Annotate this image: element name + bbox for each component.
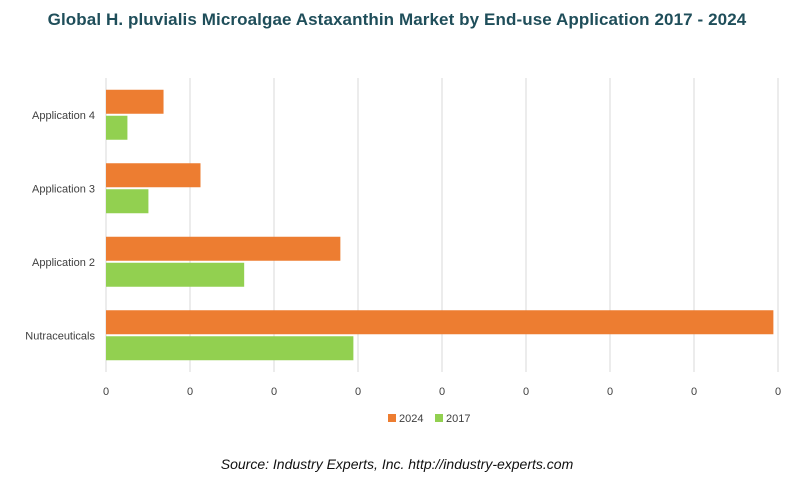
bar-2017-nutraceuticals	[106, 336, 354, 361]
bar-chart: Application 4 Application 3 Application 2 N…	[25, 78, 781, 425]
x-tick-label: 0	[607, 386, 613, 398]
x-tick-label: 0	[103, 386, 109, 398]
category-label: Application 4	[32, 110, 95, 122]
bar-2024-application-2	[106, 236, 341, 261]
x-tick-label: 0	[775, 386, 781, 398]
bar-2017-application-2	[106, 262, 245, 287]
source-note: Source: Industry Experts, Inc. http://in…	[220, 456, 574, 472]
bar-2024-application-3	[106, 163, 201, 188]
chart-title: Global H. pluvialis Microalgae Astaxanth…	[47, 10, 747, 29]
bars	[106, 89, 774, 361]
category-label: Application 3	[32, 183, 95, 195]
x-tick-label: 0	[355, 386, 361, 398]
category-labels: Application 4 Application 3 Application 2 N…	[25, 110, 95, 343]
legend-label-2024: 2024	[399, 413, 423, 425]
bar-2017-application-3	[106, 189, 149, 214]
legend: 2024 2017	[388, 413, 470, 425]
x-tick-label: 0	[523, 386, 529, 398]
category-label: Nutraceuticals	[25, 330, 95, 342]
legend-swatch-2024	[388, 414, 396, 422]
bar-2024-nutraceuticals	[106, 310, 774, 335]
category-label: Application 2	[32, 257, 95, 269]
x-tick-label: 0	[439, 386, 445, 398]
legend-label-2017: 2017	[446, 413, 470, 425]
x-tick-label: 0	[187, 386, 193, 398]
x-tick-label: 0	[691, 386, 697, 398]
bar-2017-application-4	[106, 115, 128, 140]
x-tick-label: 0	[271, 386, 277, 398]
bar-2024-application-4	[106, 89, 164, 114]
legend-swatch-2017	[435, 414, 443, 422]
x-tick-labels: 0 0 0 0 0 0 0 0 0	[103, 386, 781, 398]
